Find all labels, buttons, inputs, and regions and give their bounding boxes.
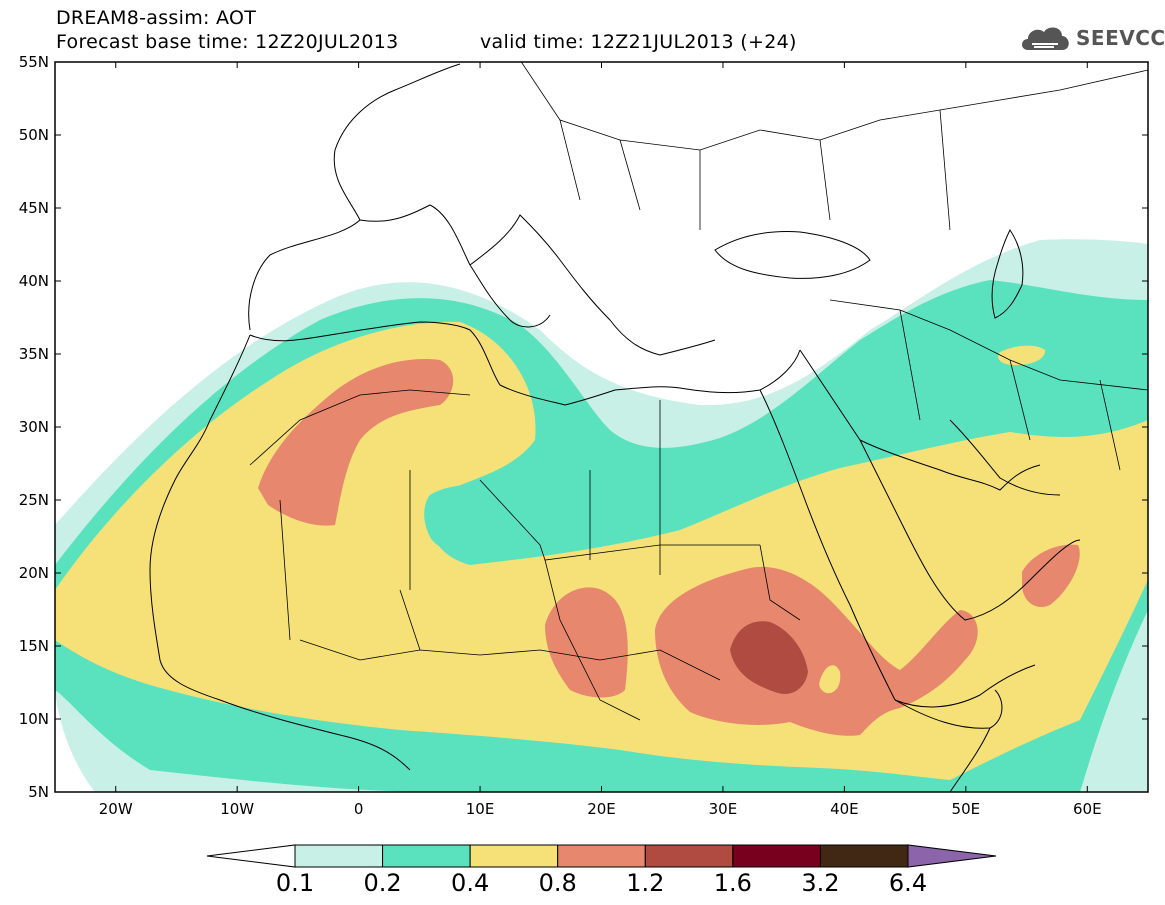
colorbar-label: 0.8	[538, 869, 577, 897]
aot-patch-tunisia-libya	[424, 485, 537, 557]
lon-tick-label: 50E	[952, 800, 981, 818]
lat-tick-label: 35N	[19, 345, 49, 363]
title-valid-time: valid time: 12Z21JUL2013 (+24)	[480, 31, 797, 53]
colorbar-under-triangle	[206, 844, 296, 868]
logo-text: SEEVCCC	[1076, 26, 1165, 50]
lat-tick-label: 55N	[19, 53, 49, 71]
colorbar-label: 1.6	[713, 869, 752, 897]
aot-band-0.8-sudan	[655, 566, 978, 736]
aot-band-0.8-chad	[545, 587, 628, 698]
colorbar-box	[644, 844, 734, 868]
colorbar-over-triangle	[907, 844, 997, 868]
colorbar-box	[469, 844, 559, 868]
colorbar	[206, 844, 997, 868]
colorbar-box	[294, 844, 384, 868]
colorbar-box	[557, 844, 646, 868]
lon-tick-label: 40E	[830, 800, 859, 818]
title-line-1: DREAM8-assim: AOT	[56, 7, 257, 29]
cloud-icon	[1022, 27, 1069, 50]
lon-tick-label: 0	[354, 800, 364, 818]
aot-patch-highlands	[819, 665, 841, 694]
lat-tick-label: 5N	[28, 783, 49, 801]
lat-tick-label: 15N	[19, 637, 49, 655]
lat-tick-label: 45N	[19, 199, 49, 217]
colorbar-box	[732, 844, 821, 868]
lat-tick-label: 10N	[19, 710, 49, 728]
lat-tick-label: 50N	[19, 126, 49, 144]
lon-tick-label: 20W	[99, 800, 133, 818]
colorbar-label: 6.4	[888, 869, 928, 897]
colorbar-label: 0.1	[275, 869, 315, 897]
lon-tick-label: 10W	[220, 800, 254, 818]
lon-tick-label: 30E	[709, 800, 738, 818]
lon-tick-label: 60E	[1073, 800, 1102, 818]
aot-band-0.8-sahara	[258, 359, 454, 526]
lon-tick-label: 10E	[466, 800, 495, 818]
colorbar-label: 1.2	[626, 869, 665, 897]
title-base-time: Forecast base time: 12Z20JUL2013	[56, 31, 399, 53]
lat-tick-label: 40N	[19, 272, 49, 290]
aot-band-0.8-oman	[1022, 544, 1080, 608]
lat-tick-label: 20N	[19, 564, 49, 582]
lon-tick-label: 20E	[587, 800, 616, 818]
aot-patch-iran-east	[1126, 300, 1148, 330]
colorbar-label: 0.4	[451, 869, 490, 897]
aot-band-1.2	[730, 621, 808, 694]
lat-tick-label: 25N	[19, 491, 49, 509]
aot-field	[55, 62, 1148, 792]
lat-tick-label: 30N	[19, 418, 49, 436]
lat-ticks: 55N 50N 45N 40N 35N 30N 25N 20N 15N 10N 5N	[19, 53, 1148, 801]
colorbar-label: 3.2	[801, 869, 840, 897]
seevccc-logo: SEEVCCC	[1018, 22, 1165, 56]
colorbar-label: 0.2	[363, 869, 402, 897]
colorbar-box	[819, 844, 909, 868]
colorbar-box	[382, 844, 471, 868]
lon-ticks: 20W 10W 0 10E 20E 30E 40E 50E 60E	[99, 62, 1102, 818]
coastlines	[149, 62, 1148, 792]
